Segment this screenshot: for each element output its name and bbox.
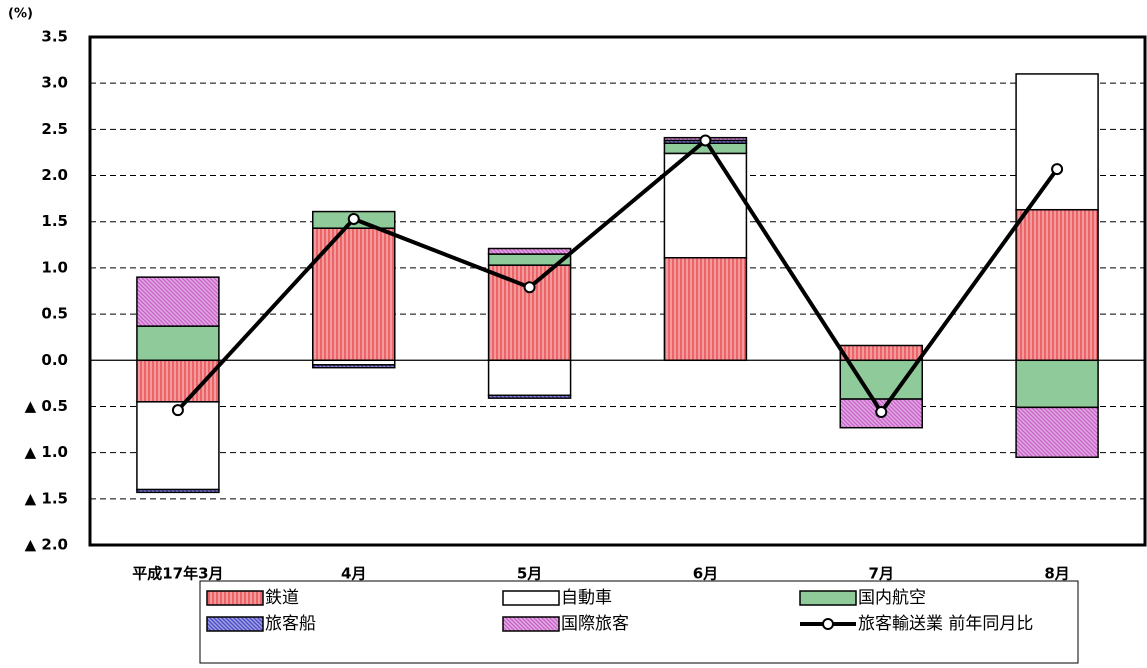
line-point [347, 212, 360, 225]
legend-label: 国内航空 [858, 588, 926, 608]
bar [136, 325, 220, 362]
legend-swatch [502, 616, 560, 632]
y-tick-label: ▲ 1.5 [25, 489, 68, 507]
bar [487, 394, 572, 399]
y-tick-label: 1.5 [41, 212, 68, 230]
bar [487, 264, 572, 362]
y-tick-label: 3.5 [41, 28, 68, 46]
legend-label: 鉄道 [265, 588, 299, 608]
bar [136, 401, 220, 491]
y-tick-label: 2.5 [41, 120, 68, 138]
legend-swatch [206, 590, 264, 606]
bar [487, 247, 572, 255]
legend-swatch [822, 618, 834, 630]
x-tick-label: 6月 [693, 565, 718, 583]
line-point [523, 281, 536, 294]
bar [1015, 359, 1099, 409]
x-tick-label: 4月 [341, 565, 366, 583]
bar [839, 344, 923, 362]
line [176, 137, 1059, 416]
y-tick-label: ▲ 0.5 [25, 397, 68, 415]
bar [136, 276, 220, 327]
bar [1015, 73, 1099, 211]
bar [312, 364, 396, 369]
y-tick-label: ▲ 2.0 [25, 536, 68, 554]
legend-label: 旅客輸送業 前年同月比 [858, 614, 1033, 634]
y-tick-label: 3.0 [41, 74, 68, 92]
legend-box [199, 580, 1079, 664]
legend-label: 旅客船 [265, 614, 316, 634]
line-point [699, 134, 712, 147]
line-point [1051, 163, 1064, 176]
bar [136, 488, 220, 494]
x-tick-label: 7月 [869, 565, 894, 583]
line-point [875, 405, 888, 418]
bar [1015, 406, 1099, 459]
y-axis-label: (%) [8, 7, 33, 22]
bar [487, 359, 572, 397]
plot-frame [88, 35, 1147, 547]
y-tick-label: 0.5 [41, 305, 68, 323]
legend-swatch [206, 616, 264, 632]
legend-label: 国際旅客 [561, 614, 629, 634]
x-tick-label: 平成17年3月 [132, 565, 223, 583]
x-tick-label: 8月 [1044, 565, 1069, 583]
bar [663, 256, 748, 362]
y-tick-label: ▲ 1.0 [25, 443, 68, 461]
legend-swatch [799, 590, 857, 606]
y-tick-label: 2.0 [41, 166, 68, 184]
bar [1015, 208, 1099, 362]
line-point [171, 404, 184, 417]
legend-swatch [502, 590, 560, 606]
bar [663, 152, 748, 259]
y-tick-label: 1.0 [41, 258, 68, 276]
bar [839, 398, 923, 429]
x-tick-label: 5月 [517, 565, 542, 583]
y-tick-label: 0.0 [41, 351, 68, 369]
legend-label: 自動車 [561, 588, 612, 608]
